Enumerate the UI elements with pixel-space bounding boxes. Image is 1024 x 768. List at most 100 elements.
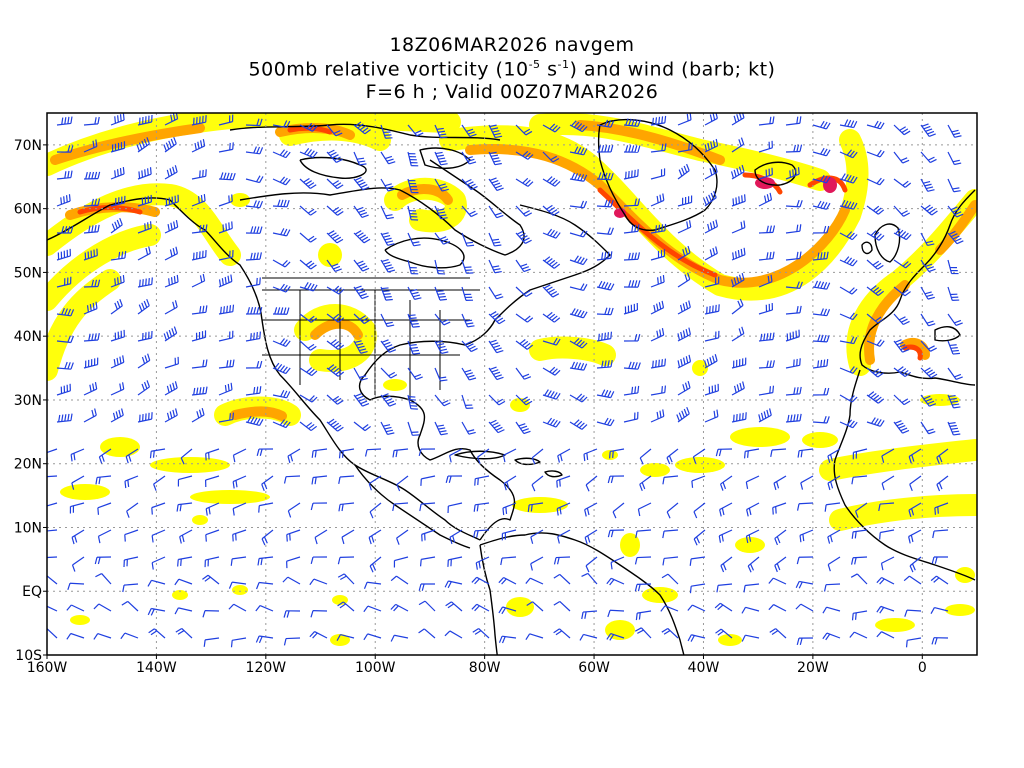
wind-barb bbox=[881, 448, 895, 463]
wind-barb bbox=[56, 383, 71, 396]
wind-barb bbox=[677, 113, 692, 126]
wind-barb bbox=[795, 603, 814, 612]
wind-barb bbox=[228, 603, 247, 612]
wind-barb bbox=[637, 502, 652, 517]
lon-label: 80W bbox=[469, 660, 501, 676]
wind-barb bbox=[677, 245, 691, 261]
wind-barb bbox=[746, 502, 760, 517]
wind-barb bbox=[607, 609, 625, 618]
wind-barb bbox=[245, 331, 261, 342]
wind-barb bbox=[123, 556, 139, 568]
wind-barb bbox=[444, 630, 463, 639]
wind-barb bbox=[445, 475, 463, 483]
wind-barb bbox=[97, 529, 112, 544]
wind-barb bbox=[639, 448, 652, 465]
wind-barb bbox=[218, 142, 234, 153]
wind-barb bbox=[56, 170, 73, 180]
wind-barb bbox=[596, 199, 614, 208]
wind-barb bbox=[839, 312, 858, 321]
wind-barb bbox=[461, 232, 475, 247]
wind-barb bbox=[353, 313, 371, 325]
wind-barb bbox=[83, 248, 98, 261]
wind-barb bbox=[110, 195, 126, 207]
wind-barb bbox=[525, 577, 544, 585]
wind-barb bbox=[461, 259, 474, 274]
wind-barb bbox=[69, 502, 85, 514]
wind-barb bbox=[272, 259, 291, 268]
wind-barb bbox=[326, 124, 343, 137]
wind-barb bbox=[849, 631, 868, 639]
wind-barb bbox=[758, 385, 775, 396]
wind-barb bbox=[502, 502, 517, 516]
wind-barb bbox=[634, 627, 652, 639]
wind-barb bbox=[583, 448, 598, 462]
wind-barb bbox=[310, 556, 328, 564]
wind-barb bbox=[947, 124, 962, 138]
wind-barb bbox=[337, 556, 355, 565]
wind-barb bbox=[202, 609, 220, 618]
wind-barb bbox=[56, 194, 71, 207]
wind-barb bbox=[148, 628, 166, 639]
wind-barb bbox=[909, 475, 922, 492]
wind-barb bbox=[634, 556, 652, 565]
lat-label: 70N bbox=[14, 138, 42, 154]
wind-barb bbox=[677, 354, 692, 369]
wind-barb bbox=[812, 359, 829, 369]
wind-barb bbox=[662, 529, 679, 539]
wind-barb bbox=[731, 381, 745, 396]
wind-barb bbox=[677, 327, 691, 342]
wind-barb bbox=[282, 576, 301, 585]
wind-barb bbox=[110, 299, 123, 315]
wind-barb bbox=[95, 573, 112, 585]
wind-barb bbox=[718, 529, 733, 543]
wind-barb bbox=[121, 600, 139, 612]
wind-barb bbox=[812, 174, 831, 184]
wind-barb bbox=[380, 286, 393, 301]
wind-barb bbox=[147, 579, 166, 587]
wind-barb bbox=[731, 357, 747, 369]
wind-barb bbox=[650, 328, 665, 342]
wind-barb bbox=[920, 232, 935, 247]
wind-barb bbox=[47, 529, 58, 532]
wind-barb bbox=[380, 205, 394, 220]
wind-barb bbox=[353, 121, 371, 135]
wind-barb bbox=[472, 628, 490, 639]
wind-barb bbox=[677, 300, 691, 315]
wind-barb bbox=[758, 332, 775, 342]
wind-barb bbox=[390, 634, 409, 642]
wind-barb bbox=[164, 381, 178, 396]
wind-barb bbox=[556, 502, 571, 516]
wind-barb bbox=[83, 333, 100, 342]
wind-barb bbox=[353, 259, 370, 272]
wind-barb bbox=[368, 475, 382, 491]
wind-barb bbox=[812, 147, 831, 157]
wind-barb bbox=[596, 145, 614, 153]
wind-barb bbox=[444, 580, 463, 589]
wind-barb bbox=[488, 205, 504, 219]
wind-barb bbox=[218, 274, 233, 288]
wind-barb bbox=[434, 178, 449, 192]
wind-barb bbox=[434, 259, 446, 275]
wind-barb bbox=[407, 367, 423, 380]
wind-barb bbox=[204, 475, 220, 488]
wind-barb bbox=[164, 113, 179, 126]
wind-barb bbox=[218, 304, 235, 315]
wind-barb bbox=[110, 329, 125, 342]
wind-barb bbox=[232, 529, 247, 542]
wind-barb bbox=[827, 475, 841, 491]
wind-barb bbox=[731, 220, 746, 234]
wind-barb bbox=[498, 635, 517, 644]
wind-barb bbox=[245, 146, 264, 155]
wind-barb bbox=[83, 224, 100, 234]
wind-barb bbox=[245, 416, 264, 426]
wind-barb bbox=[812, 415, 830, 424]
wind-barb bbox=[191, 115, 207, 126]
wind-barb bbox=[124, 529, 139, 542]
wind-barb bbox=[218, 250, 234, 261]
wind-barb bbox=[920, 151, 937, 164]
wind-barb bbox=[272, 390, 291, 399]
wind-barb bbox=[299, 340, 317, 351]
wind-barb bbox=[136, 137, 150, 153]
wind-barb bbox=[689, 556, 706, 566]
wind-barb bbox=[218, 359, 235, 369]
